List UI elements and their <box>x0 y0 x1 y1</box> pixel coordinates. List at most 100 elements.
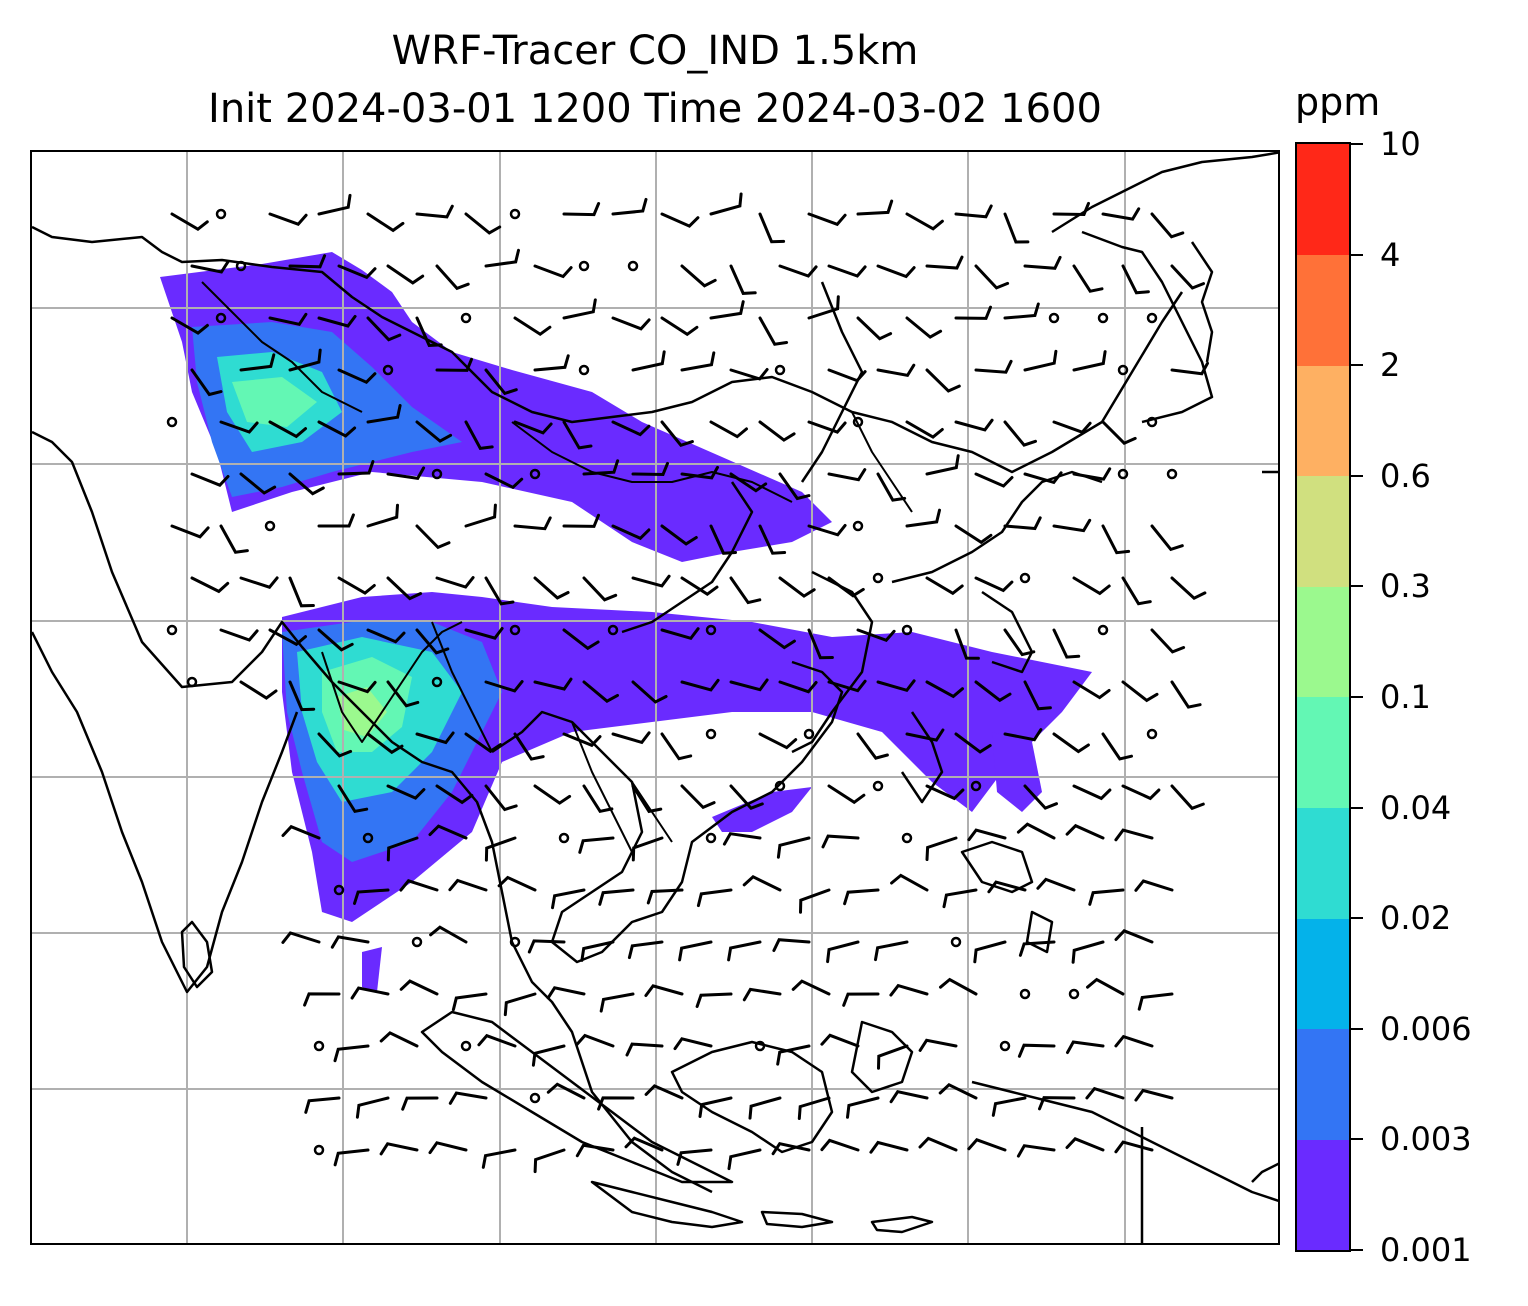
wind-barb <box>239 576 279 589</box>
wind-barb <box>337 264 377 280</box>
wind-barb <box>1121 680 1159 703</box>
wind-barb <box>918 1038 958 1052</box>
wind-barb <box>954 305 992 320</box>
colorbar-tick <box>1351 474 1363 477</box>
calm-wind-circle <box>970 780 982 792</box>
wind-barb <box>1086 977 1125 996</box>
wind-barb <box>820 1033 860 1048</box>
wind-barb <box>503 992 537 1017</box>
wind-barb <box>729 678 769 692</box>
wind-barb <box>428 1141 468 1155</box>
wind-barb <box>337 576 376 595</box>
wind-barb <box>1003 516 1042 531</box>
wind-barb <box>807 295 840 320</box>
calm-wind-circle <box>578 260 590 272</box>
calm-wind-circle <box>1166 468 1178 480</box>
wind-barb <box>954 204 993 219</box>
wind-barb <box>435 357 473 372</box>
wind-barb <box>890 873 929 892</box>
wind-barb <box>1170 784 1205 811</box>
wind-barb <box>1018 940 1056 957</box>
wind-barb <box>219 524 249 554</box>
wind-barb <box>484 784 518 812</box>
wind-barb <box>435 264 470 291</box>
wind-barb <box>925 576 964 596</box>
calm-wind-circle <box>872 780 884 792</box>
wind-barb <box>631 574 671 588</box>
wind-barb <box>1085 1086 1125 1100</box>
wind-barb <box>317 628 354 652</box>
wind-barb <box>170 316 209 335</box>
wind-barb <box>582 576 618 602</box>
calm-wind-circle <box>215 312 227 324</box>
calm-wind-circle <box>1019 988 1031 1000</box>
wind-barb <box>399 879 439 892</box>
wind-barb <box>925 368 961 393</box>
wind-barb <box>758 732 798 750</box>
colorbar-tick <box>1351 1027 1363 1030</box>
wind-barb <box>729 368 769 381</box>
colorbar-segment <box>1297 918 1349 1030</box>
colorbar-tick <box>1351 917 1363 920</box>
wind-barb <box>876 363 916 378</box>
wind-barb <box>1170 264 1205 290</box>
wind-barb <box>709 300 745 320</box>
wind-barb <box>974 472 1014 488</box>
calm-wind-circle <box>1146 312 1158 324</box>
wind-barb <box>1150 524 1184 552</box>
wind-barb <box>1101 207 1141 221</box>
wind-barb <box>435 576 475 589</box>
wind-barb <box>533 354 570 372</box>
wind-barb <box>464 503 497 528</box>
wind-barb <box>1170 680 1202 709</box>
wind-barb <box>190 472 230 487</box>
wind-barb <box>1023 349 1058 372</box>
wind-barb <box>288 680 316 712</box>
wind-barb <box>954 524 993 545</box>
wind-barb <box>938 1082 978 1100</box>
tracer-plume-north <box>160 252 832 562</box>
wind-barb <box>611 316 651 331</box>
wind-barb <box>905 508 941 528</box>
wind-barb <box>856 628 896 643</box>
wind-barb <box>772 938 811 952</box>
wind-barb <box>991 1096 1027 1117</box>
calm-wind-circle <box>1117 468 1129 480</box>
calm-wind-circle <box>901 832 913 844</box>
wind-barb <box>546 1082 586 1100</box>
wind-barb <box>415 316 443 347</box>
wind-barb <box>729 784 764 810</box>
wind-barb <box>856 199 894 216</box>
calm-wind-circle <box>509 624 521 636</box>
wind-barb <box>464 212 502 235</box>
wind-barb <box>1038 1096 1076 1111</box>
calm-wind-circle <box>852 416 864 428</box>
wind-barb <box>680 784 716 810</box>
wind-barb <box>386 576 423 601</box>
colorbar-tick <box>1351 1138 1363 1141</box>
wind-barb <box>355 1096 390 1119</box>
wind-barb <box>481 1148 517 1169</box>
wind-barb <box>696 888 733 908</box>
wind-barb <box>869 1140 909 1154</box>
wind-barb <box>660 212 700 228</box>
wind-barb <box>1052 201 1090 217</box>
colorbar-segment <box>1297 475 1349 587</box>
wind-barb <box>239 472 277 495</box>
wind-barb <box>807 420 847 434</box>
wind-barb <box>778 576 816 598</box>
wind-barb <box>484 576 515 606</box>
wind-barb <box>366 316 402 342</box>
colorbar-segment <box>1297 807 1349 919</box>
wind-barb <box>1003 212 1030 244</box>
wind-barb <box>1003 420 1037 447</box>
calm-wind-circle <box>166 416 178 428</box>
calm-wind-circle <box>1019 572 1031 584</box>
wind-barb <box>1114 828 1154 842</box>
tracer-patch-sea <box>712 787 812 832</box>
wind-barb <box>729 264 757 295</box>
wind-barb <box>366 212 405 233</box>
wind-barb <box>513 420 553 435</box>
colorbar-tick-label: 0.1 <box>1380 678 1431 716</box>
calm-wind-circle <box>774 780 786 792</box>
